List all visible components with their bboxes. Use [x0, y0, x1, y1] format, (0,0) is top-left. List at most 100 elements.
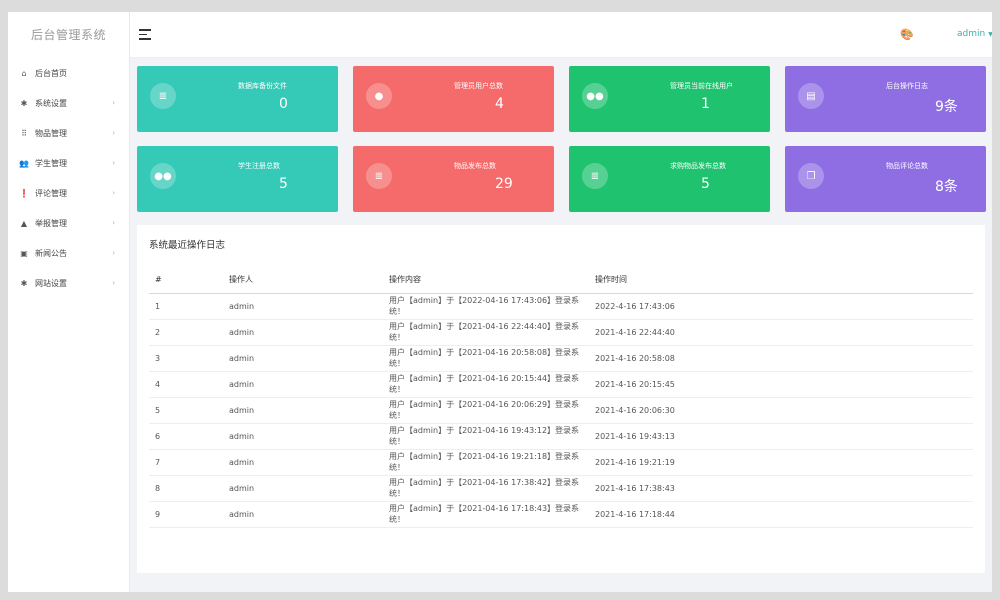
home-icon: ⌂ [21, 68, 27, 78]
table-cell: admin [223, 501, 383, 528]
table-cell: admin [223, 345, 383, 372]
stat-value: 4 [495, 96, 504, 112]
app-window: 后台管理系统 ⌂ 后台首页 ✱ 系统设置 › ⠿ 物品管理 › 👥 学生管理 › ❗ 评论管理 › ▲ 举报管… [8, 12, 992, 592]
table-cell: 4 [149, 371, 223, 398]
sidebar-item-label: 系统设置 [35, 98, 67, 108]
stat-value: 8条 [935, 179, 958, 195]
stat-card[interactable]: ≣ 求购物品发布总数 5 [569, 146, 770, 212]
database-icon: ≣ [366, 163, 392, 189]
stat-value: 9条 [935, 99, 958, 115]
sidebar-item[interactable]: ✱ 网站设置 › [8, 268, 129, 298]
sidebar-item[interactable]: ▲ 举报管理 › [8, 208, 129, 238]
table-cell: 6 [149, 423, 223, 450]
chevron-right-icon: › [112, 129, 115, 137]
comment-icon: ❗ [19, 188, 29, 198]
stat-value: 29 [495, 176, 513, 192]
sidebar-item-label: 评论管理 [35, 188, 67, 198]
stat-card[interactable]: ≣ 数据库备份文件 0 [137, 66, 338, 132]
stat-card[interactable]: ❐ 物品评论总数 8条 [785, 146, 986, 212]
stat-card[interactable]: ●● 管理员当前在线用户 1 [569, 66, 770, 132]
table-cell: 用户【admin】于【2021-04-16 20:06:29】登录系统！ [383, 397, 589, 424]
table-cell: 2021-4-16 17:18:44 [589, 501, 973, 528]
sidebar-item-label: 网站设置 [35, 278, 67, 288]
table-cell: 2021-4-16 22:44:40 [589, 319, 973, 346]
user-menu[interactable]: admin ▼ [957, 29, 992, 39]
database-icon: ≣ [582, 163, 608, 189]
stat-value: 1 [701, 96, 710, 112]
chevron-right-icon: › [112, 279, 115, 287]
table-cell: 9 [149, 501, 223, 528]
sidebar-item[interactable]: 👥 学生管理 › [8, 148, 129, 178]
sidebar-item-label: 学生管理 [35, 158, 67, 168]
table-row: 4 admin 用户【admin】于【2021-04-16 20:15:44】登录系… [149, 371, 973, 398]
column-header: 操作人 [223, 267, 383, 294]
sidebar-menu: ⌂ 后台首页 ✱ 系统设置 › ⠿ 物品管理 › 👥 学生管理 › ❗ 评论管理 › ▲ 举报管理 › ▣ 新闻公告… [8, 58, 129, 298]
chevron-right-icon: › [112, 159, 115, 167]
grid-icon: ⠿ [21, 128, 27, 138]
comment-icon: ❐ [798, 163, 824, 189]
stat-card[interactable]: ≣ 物品发布总数 29 [353, 146, 554, 212]
users-icon: 👥 [19, 158, 29, 168]
table-cell: 用户【admin】于【2021-04-16 17:38:42】登录系统！ [383, 475, 589, 502]
table-cell: admin [223, 397, 383, 424]
stat-value: 0 [279, 96, 288, 112]
column-header: 操作时间 [589, 267, 973, 294]
table-cell: 2021-4-16 19:21:19 [589, 449, 973, 476]
sidebar-item[interactable]: ▣ 新闻公告 › [8, 238, 129, 268]
table-header-row: # 操作人 操作内容 操作时间 [149, 267, 973, 294]
sidebar-item-label: 举报管理 [35, 218, 67, 228]
warning-icon: ▲ [20, 218, 28, 228]
database-icon: ≣ [150, 83, 176, 109]
table-row: 8 admin 用户【admin】于【2021-04-16 17:38:42】登录系… [149, 475, 973, 502]
table-cell: 用户【admin】于【2021-04-16 19:21:18】登录系统！ [383, 449, 589, 476]
chevron-down-icon: ▼ [988, 31, 992, 38]
table-cell: 8 [149, 475, 223, 502]
gear-icon: ✱ [20, 98, 28, 108]
table-cell: 5 [149, 397, 223, 424]
brand-title: 后台管理系统 [30, 28, 106, 42]
stat-card[interactable]: ▤ 后台操作日志 9条 [785, 66, 986, 132]
table-row: 5 admin 用户【admin】于【2021-04-16 20:06:29】登录系… [149, 397, 973, 424]
log-table: # 操作人 操作内容 操作时间 1 admin 用户【admin】于【2022-04… [149, 267, 973, 528]
column-header: # [149, 267, 223, 294]
chevron-right-icon: › [112, 249, 115, 257]
table-row: 3 admin 用户【admin】于【2021-04-16 20:58:08】登录系… [149, 345, 973, 372]
table-cell: 2021-4-16 17:38:43 [589, 475, 973, 502]
table-cell: admin [223, 423, 383, 450]
sidebar-item-label: 后台首页 [35, 68, 67, 78]
chevron-right-icon: › [112, 219, 115, 227]
sidebar-item[interactable]: ✱ 系统设置 › [8, 88, 129, 118]
table-cell: 3 [149, 345, 223, 372]
sidebar-item[interactable]: ⌂ 后台首页 [8, 58, 129, 88]
table-cell: admin [223, 319, 383, 346]
stat-card[interactable]: ●● 学生注册总数 5 [137, 146, 338, 212]
menu-toggle-icon[interactable] [139, 29, 151, 40]
stat-label: 后台操作日志 [886, 82, 928, 90]
table-cell: 用户【admin】于【2021-04-16 19:43:12】登录系统！ [383, 423, 589, 450]
stat-label: 管理员用户总数 [454, 82, 503, 90]
table-cell: 2021-4-16 19:43:13 [589, 423, 973, 450]
stat-value: 5 [279, 176, 288, 192]
table-row: 1 admin 用户【admin】于【2022-04-16 17:43:06】登录系… [149, 293, 973, 320]
table-cell: 2021-4-16 20:06:30 [589, 397, 973, 424]
topbar: 🎨 admin ▼ [130, 12, 992, 58]
log-icon: ▤ [798, 83, 824, 109]
table-cell: 2021-4-16 20:15:45 [589, 371, 973, 398]
stat-value: 5 [701, 176, 710, 192]
table-cell: 用户【admin】于【2021-04-16 20:15:44】登录系统！ [383, 371, 589, 398]
table-cell: 2 [149, 319, 223, 346]
table-row: 6 admin 用户【admin】于【2021-04-16 19:43:12】登录系… [149, 423, 973, 450]
chevron-right-icon: › [112, 189, 115, 197]
sidebar-item[interactable]: ⠿ 物品管理 › [8, 118, 129, 148]
table-cell: 用户【admin】于【2021-04-16 22:44:40】登录系统！ [383, 319, 589, 346]
table-row: 2 admin 用户【admin】于【2021-04-16 22:44:40】登录系… [149, 319, 973, 346]
log-title: 系统最近操作日志 [149, 240, 226, 251]
stat-card[interactable]: ● 管理员用户总数 4 [353, 66, 554, 132]
table-cell: admin [223, 293, 383, 320]
stat-label: 物品发布总数 [454, 162, 496, 170]
user-icon: ● [366, 83, 392, 109]
table-cell: 用户【admin】于【2021-04-16 20:58:08】登录系统！ [383, 345, 589, 372]
stat-label: 学生注册总数 [238, 162, 280, 170]
sidebar-item[interactable]: ❗ 评论管理 › [8, 178, 129, 208]
palette-icon[interactable]: 🎨 [900, 28, 914, 41]
